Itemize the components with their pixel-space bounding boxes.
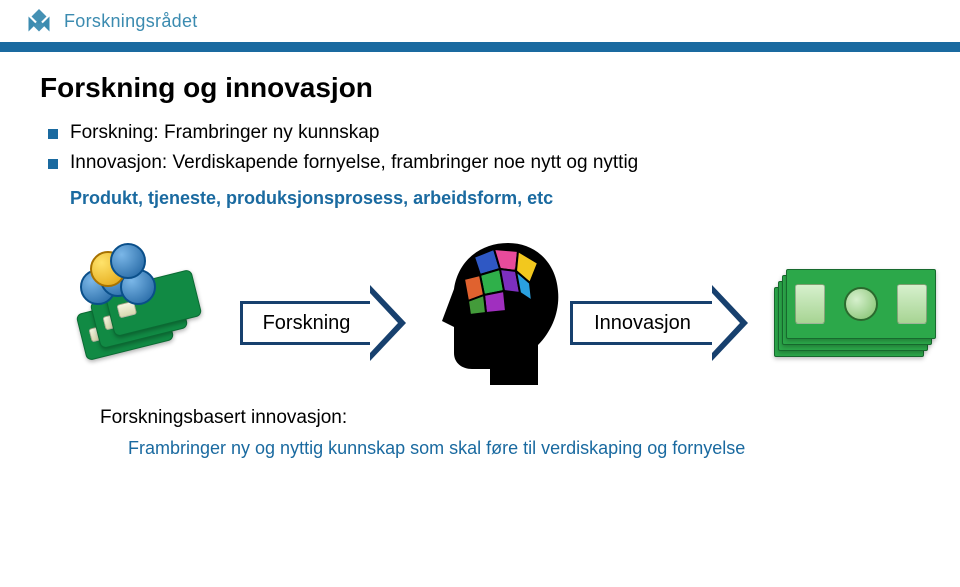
arrow-forskning: Forskning <box>240 285 406 361</box>
brand-logo: Forskningsrådet <box>24 6 198 36</box>
brain-head-icon <box>420 235 570 385</box>
bottom-heading: Forskningsbasert innovasjon: <box>100 407 920 429</box>
bullet-item: Forskning: Frambringer ny kunnskap <box>48 122 920 144</box>
accent-bar <box>0 42 960 52</box>
sub-line: Produkt, tjeneste, produksjonsprosess, a… <box>70 188 920 209</box>
bottom-desc: Frambringer ny og nyttig kunnskap som sk… <box>128 437 828 460</box>
bullet-icon <box>48 159 58 169</box>
arrow-label: Forskning <box>240 301 370 345</box>
bullet-text: Innovasjon: Verdiskapende fornyelse, fra… <box>70 152 638 174</box>
logo-icon <box>24 6 54 36</box>
bullet-text: Forskning: Frambringer ny kunnskap <box>70 122 379 144</box>
investment-icon <box>80 247 220 367</box>
logo-text: Forskningsrådet <box>64 11 198 32</box>
arrow-label: Innovasjon <box>570 301 712 345</box>
flow-diagram: Forskning Innovasjon <box>40 227 920 397</box>
page-title: Forskning og innovasjon <box>40 72 920 104</box>
bullet-icon <box>48 129 58 139</box>
slide-content: Forskning og innovasjon Forskning: Framb… <box>0 52 960 470</box>
bullet-item: Innovasjon: Verdiskapende fornyelse, fra… <box>48 152 920 174</box>
money-stack-icon <box>774 267 944 367</box>
header: Forskningsrådet <box>0 0 960 42</box>
arrow-innovasjon: Innovasjon <box>570 285 748 361</box>
footer-text: Forskningsbasert innovasjon: Frambringer… <box>40 407 920 460</box>
bullet-list: Forskning: Frambringer ny kunnskap Innov… <box>48 122 920 174</box>
